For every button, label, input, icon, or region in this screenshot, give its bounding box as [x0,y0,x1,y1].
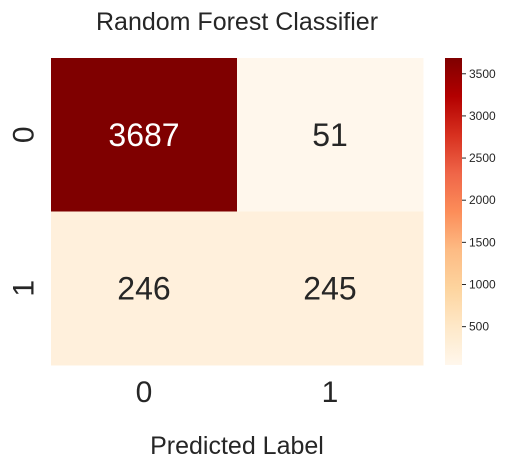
heatmap-cell-0-0 [51,58,238,212]
x-tick-label-1: 1 [322,376,339,409]
cell-value-0-1: 51 [312,117,348,153]
heatmap-cell-1-1 [237,211,424,366]
cell-value-1-1: 245 [303,270,356,306]
x-axis-label: Predicted Label [150,432,324,460]
cell-value-0-0: 3687 [108,117,179,153]
colorbar-tick-label-1000: 1000 [469,277,496,291]
colorbar-tick-label-500: 500 [469,320,489,334]
colorbar [445,58,462,365]
y-tick-label-1: 1 [8,280,41,297]
heatmap-cells [51,58,424,366]
colorbar-tick-label-3000: 3000 [469,109,496,123]
colorbar-tick-label-2000: 2000 [469,193,496,207]
y-tick-label-0: 0 [8,126,41,143]
heatmap-cell-0-1 [237,58,424,212]
chart-title: Random Forest Classifier [96,8,378,36]
colorbar-tick-label-3500: 3500 [469,67,496,81]
heatmap-cell-1-0 [51,211,238,366]
y-axis-tick-labels: 01 [8,126,41,296]
colorbar-tick-label-2500: 2500 [469,151,496,165]
colorbar-tick-label-1500: 1500 [469,235,496,249]
heatmap-cell-labels: 3687 51 246 245 [108,117,356,307]
x-tick-label-0: 0 [136,376,153,409]
colorbar-ticks: 500 1000 1500 2000 2500 3000 3500 [462,67,496,334]
cell-value-1-0: 246 [117,270,170,306]
